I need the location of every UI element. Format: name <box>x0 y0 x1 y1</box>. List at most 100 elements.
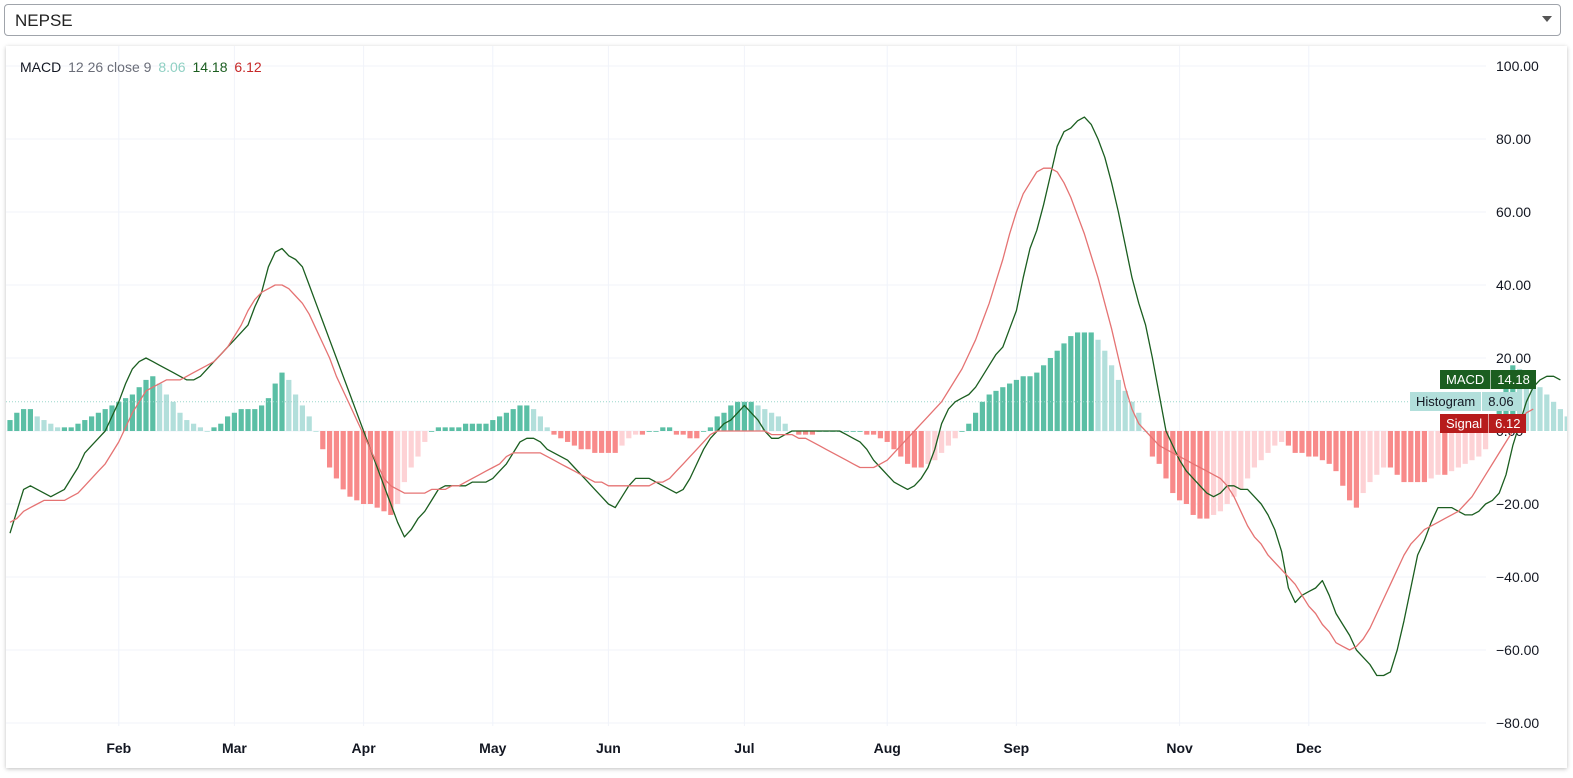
histogram-bar <box>388 431 394 515</box>
histogram-bar <box>558 431 564 439</box>
histogram-bar <box>1047 358 1053 431</box>
histogram-bar <box>782 423 788 431</box>
histogram-bar <box>1367 431 1373 483</box>
histogram-bar <box>864 431 870 435</box>
histogram-bar <box>762 409 768 431</box>
signal-price-tag: Signal 6.12 <box>1440 414 1527 433</box>
histogram-bar <box>497 416 503 431</box>
histogram-bar <box>395 431 401 504</box>
y-tick-label: −40.00 <box>1496 569 1539 585</box>
histogram-bar <box>769 412 775 431</box>
histogram-bar <box>327 431 333 468</box>
x-tick-label: May <box>479 740 506 756</box>
histogram-bar <box>347 431 353 497</box>
histogram-bar <box>442 427 448 431</box>
histogram-bar <box>1129 401 1135 431</box>
symbol-select-value: NEPSE <box>15 11 73 30</box>
symbol-select[interactable]: NEPSE <box>4 4 1561 36</box>
signal-line <box>9 167 1534 651</box>
histogram-bar <box>1265 431 1271 453</box>
histogram-bar <box>571 431 577 446</box>
histogram-bar <box>449 427 455 431</box>
histogram-bar <box>354 431 360 501</box>
histogram-bar <box>1408 431 1414 483</box>
histogram-bar <box>850 431 856 432</box>
histogram-bar <box>1333 431 1339 472</box>
histogram-bar <box>1115 379 1121 431</box>
histogram-bar <box>1102 350 1108 431</box>
histogram-bar <box>34 416 40 431</box>
histogram-bar <box>150 376 156 431</box>
legend-histogram-value: 8.06 <box>158 59 186 75</box>
histogram-bar <box>7 420 13 431</box>
histogram-bar <box>1020 376 1026 431</box>
macd-chart[interactable]: 100.0080.0060.0040.0020.000.00−20.00−40.… <box>6 46 1567 768</box>
x-tick-label: Aug <box>874 740 901 756</box>
macd-tag-label: MACD <box>1446 372 1485 387</box>
histogram-bar <box>884 431 890 442</box>
x-tick-label: Feb <box>106 740 131 756</box>
histogram-bar <box>1217 431 1223 512</box>
histogram-bar <box>476 423 482 431</box>
histogram-bar <box>857 431 863 432</box>
histogram-bar <box>1251 431 1257 468</box>
y-tick-label: 80.00 <box>1496 131 1531 147</box>
histogram-bar <box>1061 343 1067 431</box>
histogram-bar <box>14 412 20 431</box>
histogram-bar <box>1163 431 1169 479</box>
histogram-bar <box>592 431 598 453</box>
histogram-bar <box>238 409 244 431</box>
chevron-down-icon[interactable] <box>1542 16 1552 22</box>
histogram-bar <box>1034 372 1040 431</box>
histogram-bar <box>673 431 679 435</box>
histogram-bar <box>89 416 95 431</box>
y-tick-label: 60.00 <box>1496 204 1531 220</box>
histogram-bar <box>367 431 373 504</box>
histogram-bar <box>252 409 258 431</box>
macd-tag-value: 14.18 <box>1490 370 1536 389</box>
x-tick-label: Mar <box>222 740 247 756</box>
histogram-bar <box>211 427 217 431</box>
histogram-bar <box>1469 431 1475 461</box>
histogram-bar <box>1054 350 1060 431</box>
histogram-bar <box>1415 431 1421 483</box>
histogram-bar <box>660 427 666 431</box>
histogram-bar <box>463 423 469 431</box>
histogram-bar <box>1156 431 1162 464</box>
histogram-bar <box>82 420 88 431</box>
histogram-bar <box>157 383 163 431</box>
histogram-bar <box>503 412 509 431</box>
y-tick-label: 20.00 <box>1496 350 1531 366</box>
histogram-bar <box>1177 431 1183 501</box>
histogram-bar <box>381 431 387 512</box>
histogram-bar <box>796 431 802 435</box>
histogram-bar <box>524 405 530 431</box>
histogram-bar <box>313 431 319 432</box>
histogram-bar <box>1428 431 1434 479</box>
histogram-bar <box>898 431 904 457</box>
chart-panel[interactable]: 100.0080.0060.0040.0020.000.00−20.00−40.… <box>6 46 1567 768</box>
histogram-bar <box>435 427 441 431</box>
histogram-bar <box>939 431 945 453</box>
histogram-bar <box>1347 431 1353 501</box>
histogram-bar <box>483 423 489 431</box>
histogram-bar <box>966 423 972 431</box>
histogram-bar <box>1041 365 1047 431</box>
histogram-bar <box>605 431 611 453</box>
histogram-bar <box>585 431 591 450</box>
histogram-bar <box>918 431 924 468</box>
histogram-bar <box>1149 431 1155 457</box>
histogram-bar <box>1462 431 1468 464</box>
histogram-bar <box>116 401 122 431</box>
histogram-bar <box>707 427 713 431</box>
histogram-bar <box>932 431 938 461</box>
histogram-bar <box>1313 431 1319 457</box>
histogram-bar <box>1496 394 1502 431</box>
histogram-bar <box>1557 409 1563 431</box>
histogram-bar <box>612 431 618 453</box>
x-tick-label: Apr <box>352 740 377 756</box>
histogram-bar <box>1279 431 1285 442</box>
histogram-bar <box>415 431 421 457</box>
histogram-bar <box>911 431 917 468</box>
histogram-bar <box>1231 431 1237 497</box>
